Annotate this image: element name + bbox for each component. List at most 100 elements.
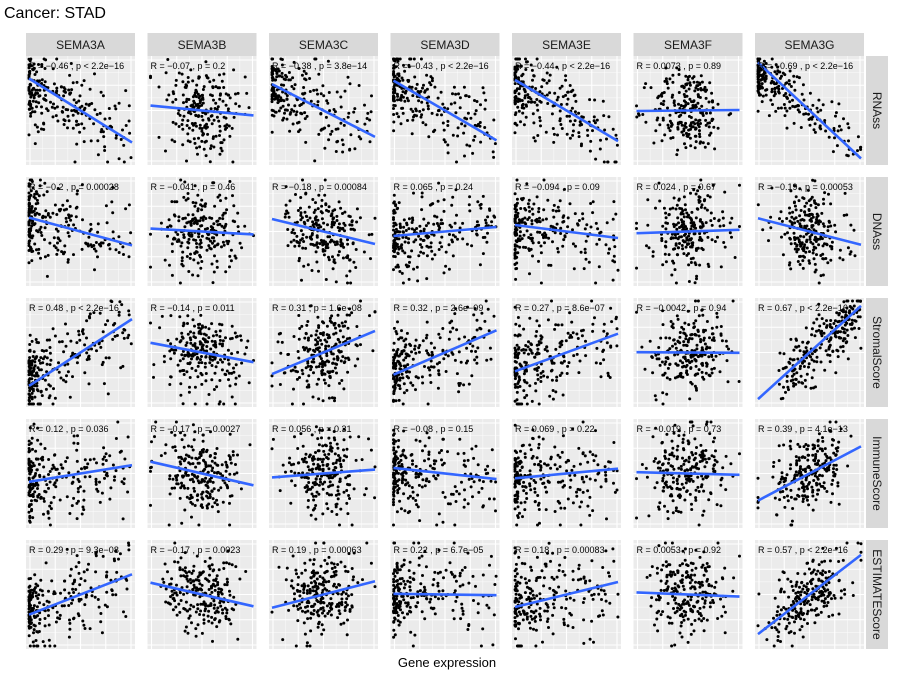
data-point — [576, 337, 580, 340]
data-point — [595, 242, 599, 246]
data-point — [196, 375, 200, 379]
data-point — [543, 348, 547, 351]
data-point — [175, 240, 179, 243]
data-point — [321, 365, 324, 369]
data-point — [213, 245, 216, 249]
data-point — [325, 354, 329, 358]
data-point — [661, 118, 665, 122]
data-point — [324, 278, 328, 281]
data-point — [316, 207, 320, 211]
data-point — [682, 233, 686, 237]
data-point — [314, 333, 318, 337]
data-point — [118, 300, 122, 304]
data-point — [60, 250, 64, 254]
data-point — [413, 344, 417, 348]
data-point — [211, 226, 215, 230]
data-point — [189, 341, 193, 345]
data-point — [317, 72, 321, 76]
data-point — [177, 215, 181, 219]
data-point — [437, 181, 441, 185]
data-point — [39, 256, 42, 260]
data-point — [519, 207, 523, 210]
data-point — [478, 263, 482, 267]
data-point — [67, 119, 71, 123]
data-point — [227, 124, 231, 128]
data-point — [399, 244, 403, 248]
data-point — [680, 244, 684, 247]
data-point — [178, 359, 182, 363]
data-point — [549, 263, 553, 267]
data-point — [234, 92, 237, 96]
data-point — [675, 153, 679, 157]
data-point — [615, 143, 619, 147]
data-point — [687, 263, 691, 267]
data-point — [412, 191, 415, 195]
data-point — [129, 156, 133, 160]
data-point — [703, 342, 707, 346]
data-point — [342, 245, 346, 249]
data-point — [822, 257, 826, 261]
data-point — [516, 105, 520, 109]
data-point — [401, 376, 405, 380]
data-point — [170, 242, 174, 246]
data-point — [47, 383, 51, 387]
data-point — [484, 221, 488, 225]
data-point — [514, 239, 518, 243]
data-point — [327, 396, 331, 400]
data-point — [809, 197, 813, 201]
data-point — [702, 377, 706, 381]
data-point — [682, 364, 686, 368]
data-point — [472, 138, 476, 142]
data-point — [92, 311, 96, 315]
data-point — [183, 354, 187, 358]
data-point — [443, 140, 447, 144]
data-point — [346, 238, 349, 242]
data-point — [676, 216, 680, 220]
data-point — [516, 67, 520, 71]
data-point — [149, 74, 152, 78]
column-strip — [755, 33, 864, 56]
data-point — [473, 112, 477, 116]
data-point — [599, 230, 603, 234]
data-point — [31, 68, 35, 72]
data-point — [236, 225, 240, 229]
figure-title: Cancer: STAD — [4, 5, 106, 22]
data-point — [810, 213, 814, 217]
data-point — [414, 338, 418, 342]
data-point — [353, 147, 357, 151]
data-point — [650, 355, 654, 359]
data-point — [791, 210, 795, 214]
data-point — [458, 96, 462, 100]
data-point — [415, 82, 419, 86]
data-point — [221, 217, 225, 221]
data-point — [205, 236, 209, 240]
data-point — [678, 120, 682, 124]
data-point — [45, 362, 49, 366]
data-point — [310, 232, 314, 235]
data-point — [317, 324, 321, 328]
data-point — [188, 140, 192, 144]
data-point — [468, 195, 472, 199]
data-point — [781, 253, 785, 257]
data-point — [124, 207, 128, 211]
data-point — [802, 112, 806, 116]
data-point — [429, 245, 433, 249]
data-point — [788, 69, 792, 73]
data-point — [178, 113, 182, 117]
data-point — [756, 69, 760, 73]
data-point — [420, 191, 424, 195]
data-point — [473, 358, 477, 362]
data-point — [527, 352, 530, 356]
data-point — [580, 329, 583, 333]
data-point — [674, 223, 678, 227]
data-point — [657, 346, 661, 349]
data-point — [835, 144, 839, 148]
data-point — [392, 250, 396, 254]
data-point — [334, 342, 338, 346]
data-point — [30, 93, 34, 97]
data-point — [337, 307, 341, 311]
data-point — [814, 246, 818, 250]
data-point — [335, 219, 339, 222]
data-point — [674, 236, 678, 240]
data-point — [324, 347, 328, 351]
